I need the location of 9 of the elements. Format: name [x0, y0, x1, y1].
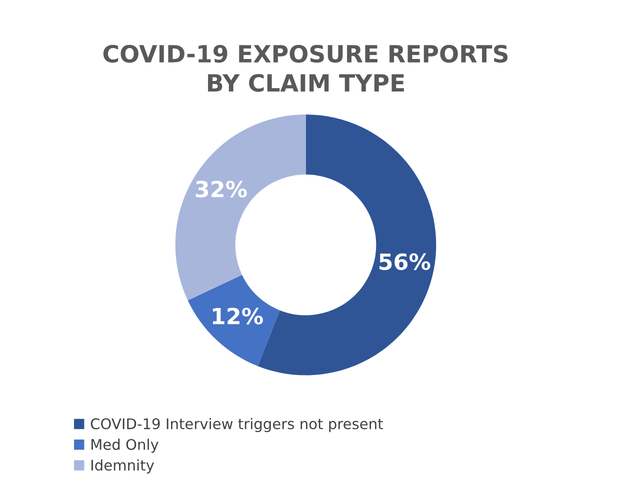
donut-slice: [175, 114, 306, 300]
legend-label: COVID-19 Interview triggers not present: [90, 418, 383, 432]
legend-label: Idemnity: [91, 459, 154, 474]
legend-label: Med Only: [91, 438, 158, 453]
data-label: 32%: [196, 180, 247, 198]
chart-title: COVID-19 EXPOSURE REPORTS BY CLAIM TYPE: [103, 44, 508, 92]
data-label: 12%: [212, 308, 263, 324]
donut-slice: [188, 274, 280, 366]
data-label: 56%: [380, 253, 430, 270]
